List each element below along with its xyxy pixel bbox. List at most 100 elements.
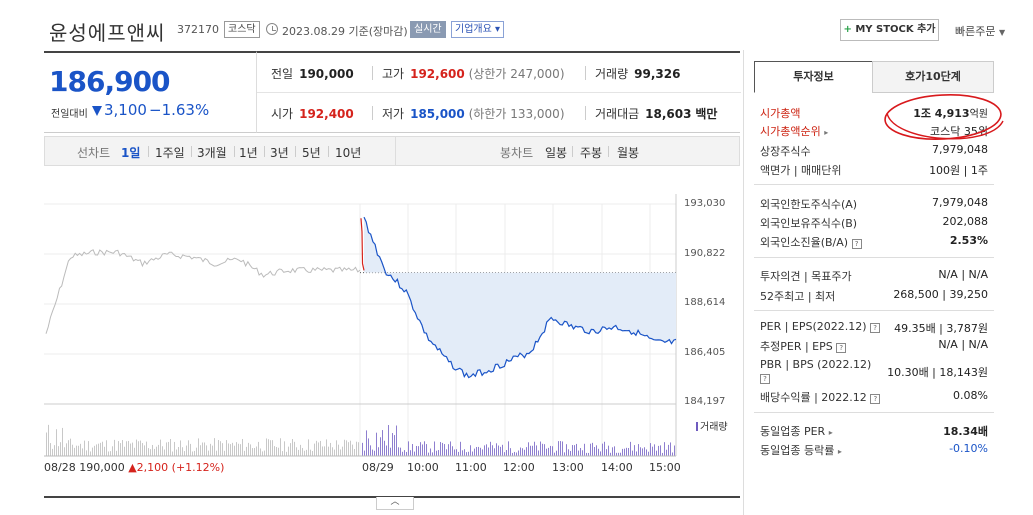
volume-bar (420, 442, 421, 456)
volume-bar (280, 438, 281, 456)
divider (328, 146, 329, 157)
volume-bar (164, 449, 165, 456)
volume-bar (374, 450, 375, 456)
help-icon[interactable]: ? (760, 374, 770, 384)
volume-bar (288, 446, 289, 456)
volume-bar (202, 442, 203, 456)
x-tick-label: 13:00 (552, 461, 584, 474)
my-stock-add-button[interactable]: + MY STOCK 추가 (840, 19, 939, 41)
candle-weekly[interactable]: 주봉 (580, 146, 603, 160)
stat-value: 185,000 (410, 107, 465, 121)
volume-bar (402, 451, 403, 456)
company-info-button[interactable]: 기업개요 ▾ (451, 21, 504, 38)
volume-bar (416, 445, 417, 456)
info-row-industry-per[interactable]: 동일업종 PER ▸ 18.34배 (758, 421, 990, 439)
volume-bar (390, 447, 391, 456)
help-icon[interactable]: ? (870, 394, 881, 404)
info-key-text: 동일업종 PER (760, 425, 826, 438)
volume-bar (364, 450, 365, 456)
help-icon[interactable]: ? (851, 239, 862, 249)
volume-bar (564, 452, 565, 456)
volume-bar (558, 441, 559, 456)
stat-value: 18,603 (645, 107, 692, 121)
stat-value: 99,326 (634, 67, 681, 81)
divider (295, 146, 296, 157)
volume-bar (496, 443, 497, 456)
x-tick-label: 15:00 (649, 461, 681, 474)
volume-bar (542, 443, 543, 456)
volume-bar (388, 425, 389, 456)
info-value: 10.30배 | 18,143원 (887, 366, 988, 379)
market-badge: 코스닥 (224, 21, 260, 38)
quick-order-button[interactable]: 빠른주문 ▼ (955, 23, 1005, 39)
info-key: 시가총액 (760, 107, 801, 120)
volume-bar (522, 448, 523, 456)
divider (234, 146, 235, 157)
volume-bar (372, 449, 373, 456)
volume-bar (552, 446, 553, 456)
y-tick-label: 184,197 (684, 396, 726, 407)
volume-bar (60, 442, 61, 456)
divider (754, 310, 994, 311)
info-value: 268,500 | 39,250 (893, 288, 988, 301)
volume-bar (84, 440, 85, 456)
divider (191, 146, 192, 157)
collapse-button[interactable]: ︿ (376, 497, 414, 510)
period-3y[interactable]: 3년 (270, 146, 289, 160)
my-stock-label: MY STOCK 추가 (855, 24, 936, 35)
volume-bar (466, 452, 467, 456)
help-icon[interactable]: ? (836, 343, 847, 353)
candle-daily[interactable]: 일봉 (545, 146, 568, 160)
period-3m[interactable]: 3개월 (197, 146, 227, 160)
plus-icon: + (843, 24, 856, 35)
market-cap-unit: 억원 (969, 109, 988, 120)
volume-bar (290, 443, 291, 456)
help-icon[interactable]: ? (870, 323, 881, 333)
volume-bar (88, 441, 89, 456)
period-1y[interactable]: 1년 (239, 146, 258, 160)
info-row-industry-change[interactable]: 동일업종 등락률 ▸ -0.10% (758, 440, 990, 458)
period-1w[interactable]: 1주일 (155, 146, 185, 160)
volume-bar (412, 444, 413, 456)
volume-bar (246, 446, 247, 456)
divider (754, 184, 994, 185)
volume-bar (490, 441, 491, 456)
volume-bar (556, 450, 557, 456)
high-price: 고가 192,600 (상한가 247,000) (382, 65, 565, 82)
volume-bar (508, 441, 509, 456)
volume-bar (638, 444, 639, 456)
volume-bar (534, 441, 535, 456)
change-label: 전일대비 (51, 109, 88, 120)
period-1d[interactable]: 1일 (121, 146, 141, 160)
info-key: PBR | BPS (2022.12)? (760, 358, 871, 384)
tab-invest-info[interactable]: 투자정보 (754, 61, 873, 93)
volume-bar (526, 447, 527, 456)
volume-bar (156, 446, 157, 456)
volume-bar (56, 429, 57, 456)
volume-bar (348, 442, 349, 456)
volume-bar (326, 439, 327, 456)
volume-bar (166, 442, 167, 456)
volume-bar (512, 452, 513, 456)
volume-bar (458, 451, 459, 456)
y-tick-label: 190,822 (684, 248, 726, 259)
volume-bar (432, 452, 433, 456)
volume-bar (426, 444, 427, 456)
volume-bar (574, 445, 575, 456)
tab-orderbook[interactable]: 호가10단계 (872, 61, 994, 93)
volume-bar (320, 440, 321, 456)
period-10y[interactable]: 10년 (335, 146, 362, 160)
volume-bar (80, 443, 81, 456)
realtime-badge[interactable]: 실시간 (410, 21, 446, 38)
period-5y[interactable]: 5년 (302, 146, 321, 160)
volume-bar (172, 451, 173, 456)
volume-bar (566, 444, 567, 456)
info-key: 액면가 | 매매단위 (760, 164, 842, 177)
price-chart[interactable]: 193,030 190,822 188,614 186,405 184,197 … (44, 166, 740, 496)
divider (148, 146, 149, 157)
company-name: 윤성에프앤씨 (49, 21, 166, 45)
stat-label: 거래대금 (595, 107, 640, 121)
volume-bar (480, 447, 481, 456)
volume-bar (654, 444, 655, 456)
candle-monthly[interactable]: 월봉 (617, 146, 640, 160)
